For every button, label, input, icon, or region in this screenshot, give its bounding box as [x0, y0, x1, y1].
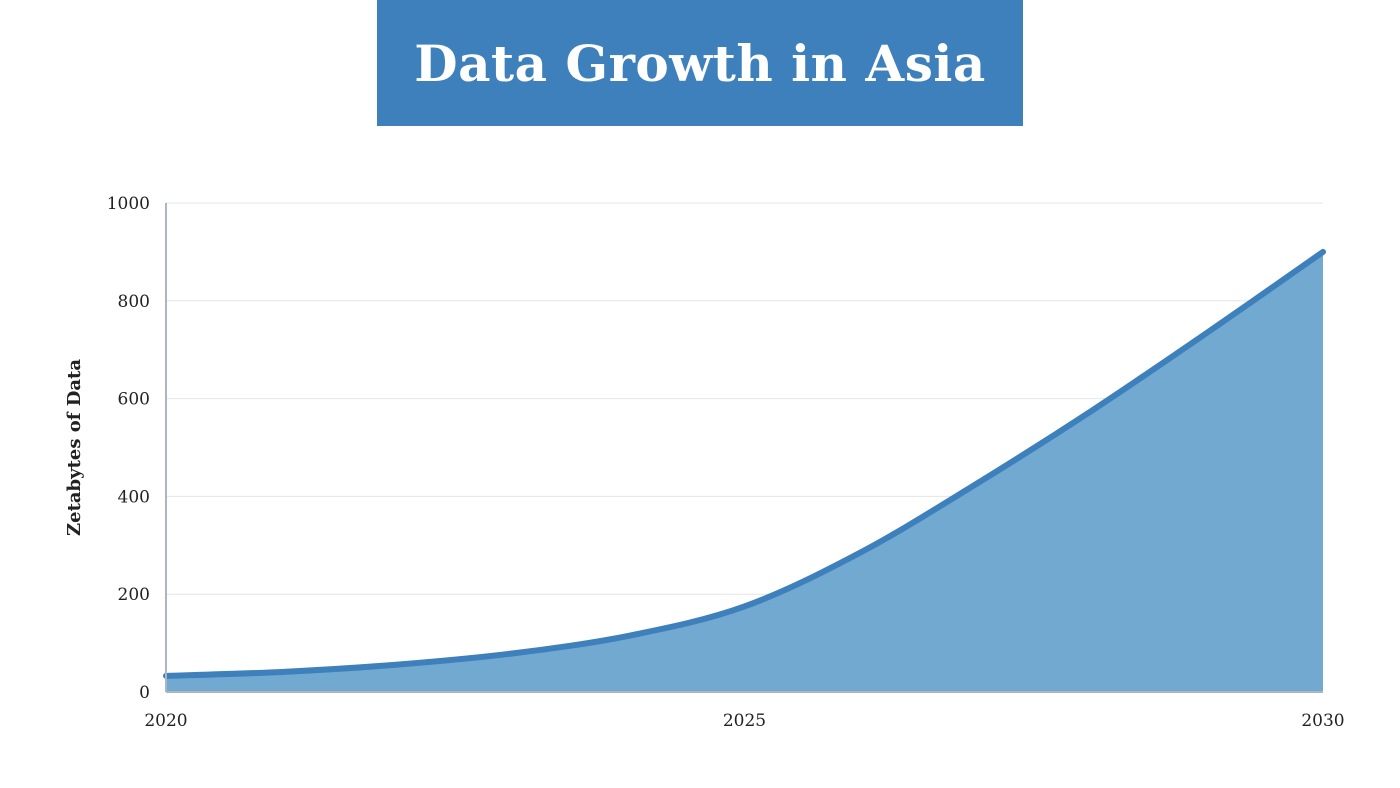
chart-title: Data Growth in Asia [414, 33, 986, 93]
x-tick-labels: 2020 2025 2030 [144, 711, 1344, 731]
y-axis-title: Zetabytes of Data [64, 359, 85, 536]
y-tick-label: 800 [118, 292, 150, 312]
y-tick-label: 200 [118, 585, 150, 605]
y-tick-label: 400 [118, 487, 150, 507]
y-tick-label: 0 [139, 683, 150, 703]
area-fill [166, 251, 1323, 692]
chart-title-banner: Data Growth in Asia [377, 0, 1023, 126]
y-tick-label: 1000 [107, 194, 150, 214]
y-tick-labels: 0 200 400 600 800 1000 [107, 194, 150, 703]
series-line [163, 248, 1326, 679]
x-tick-label: 2025 [723, 711, 766, 731]
y-tick-label: 600 [118, 390, 150, 410]
x-tick-label: 2020 [144, 711, 187, 731]
x-tick-label: 2030 [1301, 711, 1344, 731]
